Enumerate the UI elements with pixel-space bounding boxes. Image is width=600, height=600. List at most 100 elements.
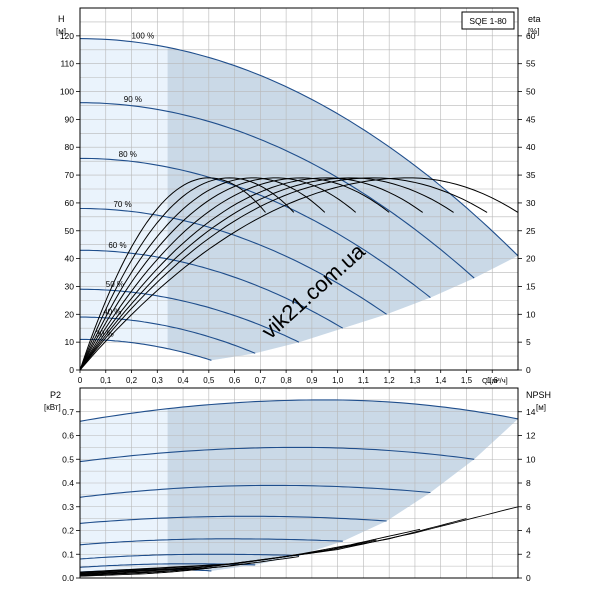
head-curve [80, 316, 256, 354]
top-left-tick-label: 0 [69, 365, 74, 375]
efficiency-curve [79, 177, 519, 371]
efficiency-curve [79, 177, 266, 371]
power-curve [79, 399, 519, 422]
model-label-box [461, 11, 515, 30]
x-tick-label: 0,8 [281, 376, 293, 385]
bottom-right-axis-unit: [м] [536, 403, 546, 412]
top-left-tick-label: 110 [60, 59, 74, 69]
power-curve [79, 538, 343, 546]
x-tick-label: 1,5 [461, 376, 473, 385]
top-right-tick-label: 45 [526, 114, 536, 124]
top-right-tick-label: 15 [526, 281, 536, 291]
npsh-curve [79, 506, 519, 573]
bottom-right-tick-label: 0 [526, 573, 531, 583]
efficiency-curve [79, 177, 423, 371]
top-left-tick-label: 70 [65, 170, 75, 180]
top-plot-frame [79, 7, 519, 371]
head-curve-label: 50 % [106, 280, 124, 289]
top-right-tick-label: 0 [526, 365, 531, 375]
x-tick-label: 1,4 [435, 376, 447, 385]
top-right-tick-label: 40 [526, 142, 536, 152]
head-curve [79, 38, 519, 257]
bottom-left-tick-label: 0.6 [62, 431, 74, 441]
x-tick-label: 0,1 [100, 376, 112, 385]
top-right-tick-label: 50 [526, 87, 536, 97]
npsh-curve [79, 567, 212, 577]
x-tick-label: 1,3 [409, 376, 421, 385]
npsh-curve [79, 547, 338, 575]
power-curve [79, 484, 431, 498]
x-tick-label: 1,2 [384, 376, 396, 385]
top-left-tick-label: 30 [65, 281, 75, 291]
bottom-left-axis-unit: [кВт] [44, 403, 61, 412]
top-right-tick-label: 5 [526, 337, 531, 347]
bottom-right-tick-label: 10 [526, 454, 536, 464]
bottom-right-tick-label: 12 [526, 431, 536, 441]
bottom-envelope-shaded [167, 399, 518, 571]
top-left-tick-label: 50 [65, 226, 75, 236]
x-tick-label: 1,0 [332, 376, 344, 385]
top-right-tick-label: 60 [526, 31, 536, 41]
top-right-tick-label: 35 [526, 170, 536, 180]
head-curve-label: 60 % [108, 241, 126, 250]
top-right-tick-label: 25 [526, 226, 536, 236]
x-tick-label: 0,6 [229, 376, 241, 385]
x-tick-label: 0,2 [126, 376, 138, 385]
head-curve-label: 40 % [103, 308, 121, 317]
head-curve-label: 90 % [124, 95, 142, 104]
head-curve-label: 80 % [119, 150, 137, 159]
power-curve [79, 515, 387, 524]
bottom-right-tick-label: 14 [526, 407, 536, 417]
top-right-axis-title: eta [528, 14, 541, 24]
bottom-right-axis-title: NPSH [526, 390, 551, 400]
top-right-tick-label: 55 [526, 59, 536, 69]
top-left-tick-label: 90 [65, 114, 75, 124]
head-curve-label: 100 % [132, 32, 155, 41]
top-left-tick-label: 100 [60, 87, 74, 97]
power-curve [79, 553, 300, 560]
x-tick-label: 0,3 [152, 376, 164, 385]
bottom-right-tick-label: 4 [526, 526, 531, 536]
bottom-left-tick-label: 0.4 [62, 478, 74, 488]
x-tick-label: 0,7 [255, 376, 267, 385]
top-left-axis-title: H [58, 14, 65, 24]
top-right-tick-label: 20 [526, 254, 536, 264]
top-envelope-shaded [167, 47, 518, 361]
efficiency-curve [79, 177, 390, 371]
bottom-left-axis-title: P2 [50, 390, 61, 400]
top-left-axis-unit: [м] [56, 27, 66, 36]
npsh-curve [79, 518, 467, 574]
head-curve [80, 157, 431, 299]
top-left-tick-label: 60 [65, 198, 75, 208]
head-curve [80, 102, 475, 279]
model-label: SQE 1-80 [469, 16, 507, 26]
x-axis-title: Q [м³/ч] [482, 376, 508, 385]
top-left-tick-label: 120 [60, 31, 74, 41]
head-curve [80, 207, 387, 315]
head-curve [79, 288, 300, 343]
top-right-tick-label: 10 [526, 309, 536, 319]
head-curve-label: 30 % [95, 330, 113, 339]
x-tick-label: 0 [78, 376, 83, 385]
x-tick-label: 1,6 [487, 376, 499, 385]
npsh-curve [79, 562, 256, 577]
top-left-tick-label: 80 [65, 142, 75, 152]
efficiency-curve [79, 177, 357, 371]
power-curve [79, 446, 475, 463]
bottom-right-tick-label: 2 [526, 549, 531, 559]
top-left-tick-label: 40 [65, 254, 75, 264]
bottom-left-tick-label: 0.2 [62, 526, 74, 536]
x-tick-label: 0,4 [177, 376, 189, 385]
head-efficiency-panel: 0 10 20 30 40 50 60 70 80 90 100 110 120 0 5 10 15 20 25 3… [56, 7, 541, 385]
x-tick-label: 0,9 [306, 376, 318, 385]
efficiency-curve [79, 177, 326, 371]
bottom-left-tick-label: 0.3 [62, 502, 74, 512]
bottom-left-tick-label: 0.7 [62, 407, 74, 417]
top-right-axis-unit: [%] [528, 27, 540, 36]
bottom-left-tick-label: 0.1 [62, 549, 74, 559]
top-right-tick-label: 30 [526, 198, 536, 208]
head-curve [80, 249, 344, 329]
top-left-tick-label: 10 [65, 337, 75, 347]
